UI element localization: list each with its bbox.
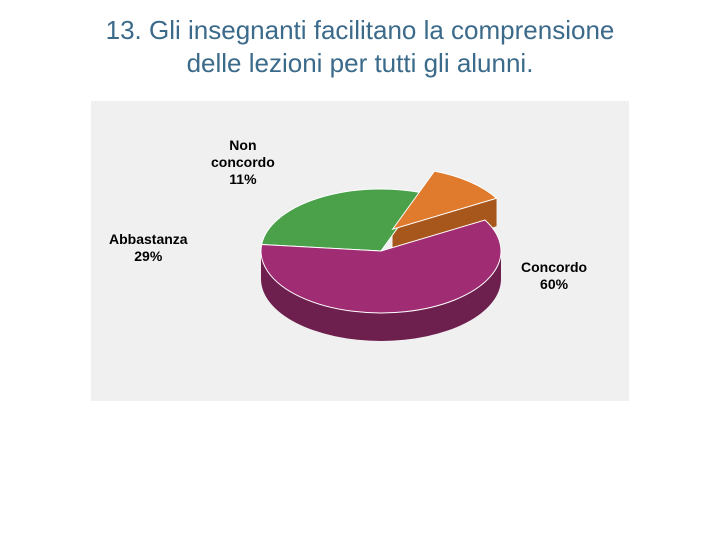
- pie-chart-area: Concordo 60% Abbastanza 29% Non concordo 1…: [91, 101, 629, 401]
- pie-label-concordo: Concordo 60%: [521, 259, 587, 293]
- pie-label-non_concordo: Non concordo 11%: [211, 137, 275, 187]
- chart-title: 13. Gli insegnanti facilitano la compren…: [0, 0, 720, 83]
- pie-label-abbastanza: Abbastanza 29%: [109, 231, 188, 265]
